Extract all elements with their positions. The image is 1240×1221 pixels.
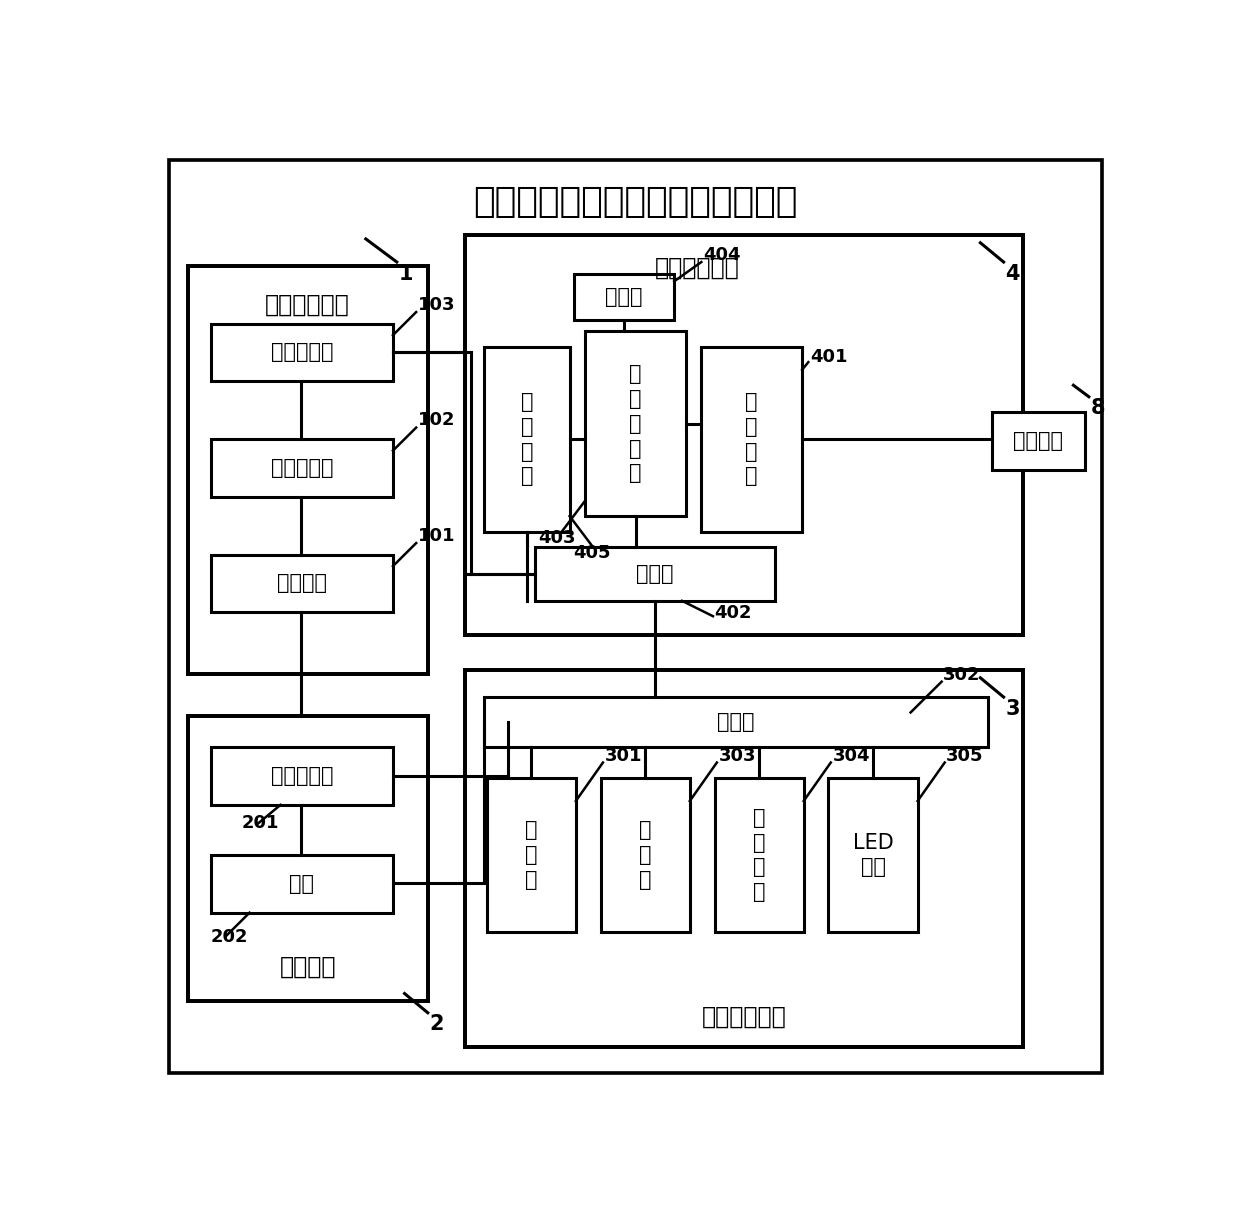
Text: 102: 102	[418, 411, 455, 430]
Bar	[702, 347, 802, 531]
Text: 墓
园
服
务
器: 墓 园 服 务 器	[629, 364, 642, 484]
Text: 304: 304	[832, 747, 869, 766]
Text: 光伏组件: 光伏组件	[277, 574, 327, 593]
Text: 扬
声
器: 扬 声 器	[639, 821, 651, 890]
Text: 403: 403	[538, 529, 577, 547]
Text: 一种基于光伏发电的智能环保墓地: 一种基于光伏发电的智能环保墓地	[474, 184, 797, 219]
Bar	[600, 778, 689, 932]
Bar	[211, 855, 393, 912]
Text: 103: 103	[418, 295, 455, 314]
Text: 双
向
电
表: 双 向 电 表	[745, 392, 758, 486]
Text: 光伏汇流箱: 光伏汇流箱	[270, 458, 334, 477]
Text: 201: 201	[242, 814, 279, 832]
Text: 光伏控制器: 光伏控制器	[270, 766, 334, 786]
Text: 401: 401	[810, 348, 847, 366]
Text: 101: 101	[418, 526, 455, 545]
Text: 墓园管理装置: 墓园管理装置	[655, 255, 740, 280]
Bar	[486, 778, 575, 932]
Bar	[714, 778, 804, 932]
Text: LED
墓灯: LED 墓灯	[853, 833, 893, 878]
Bar	[465, 236, 1023, 635]
Bar	[485, 697, 988, 747]
Bar	[187, 266, 428, 674]
Text: 402: 402	[714, 603, 751, 621]
Text: 8: 8	[1090, 398, 1105, 419]
Text: 电池: 电池	[289, 874, 315, 894]
Bar	[534, 547, 775, 601]
Text: 302: 302	[944, 667, 981, 684]
Bar	[211, 554, 393, 613]
Bar	[187, 717, 428, 1001]
Text: 光
传
感
器: 光 传 感 器	[521, 392, 533, 486]
Bar	[585, 331, 686, 516]
Text: 光伏逆变器: 光伏逆变器	[270, 343, 334, 363]
Bar	[211, 440, 393, 497]
Text: 管理端: 管理端	[636, 564, 673, 584]
Text: 303: 303	[718, 747, 756, 766]
Text: 2: 2	[429, 1015, 444, 1034]
Bar	[992, 413, 1085, 470]
Text: 光伏发电装置: 光伏发电装置	[265, 292, 350, 316]
Bar	[211, 324, 393, 381]
Bar	[485, 347, 569, 531]
Text: 4: 4	[1006, 264, 1019, 283]
Text: 202: 202	[211, 928, 248, 946]
Bar	[211, 747, 393, 805]
Text: 市电系统: 市电系统	[1013, 431, 1064, 451]
Text: 从控端: 从控端	[718, 712, 755, 733]
Text: 电
子
烛
台: 电 子 烛 台	[753, 808, 765, 902]
Text: 404: 404	[703, 245, 740, 264]
Bar	[828, 778, 918, 932]
Text: 1: 1	[398, 264, 413, 283]
Text: 客户端: 客户端	[605, 287, 642, 306]
Bar	[465, 670, 1023, 1048]
Text: 显
示
器: 显 示 器	[525, 821, 537, 890]
Text: 储能装置: 储能装置	[279, 955, 336, 978]
Text: 301: 301	[605, 747, 642, 766]
Text: 405: 405	[573, 545, 611, 563]
Bar	[573, 274, 675, 320]
Text: 3: 3	[1006, 698, 1019, 719]
Text: 305: 305	[946, 747, 983, 766]
Text: 智能扫墓装置: 智能扫墓装置	[702, 1005, 786, 1028]
